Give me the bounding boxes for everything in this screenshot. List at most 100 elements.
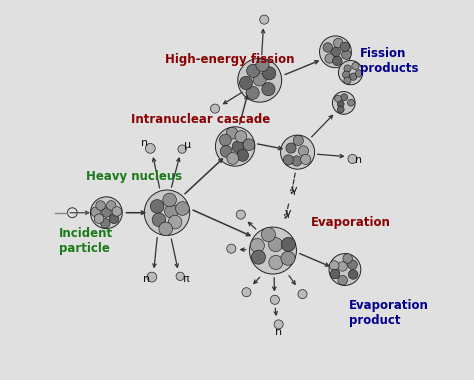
Circle shape [150, 200, 164, 213]
Circle shape [242, 288, 251, 297]
Circle shape [269, 255, 283, 269]
Circle shape [102, 208, 111, 217]
Circle shape [337, 106, 344, 113]
Circle shape [325, 54, 335, 63]
Text: Intranuclear cascade: Intranuclear cascade [131, 114, 270, 127]
Circle shape [348, 260, 357, 269]
Circle shape [94, 214, 104, 223]
Circle shape [256, 58, 269, 71]
Circle shape [344, 65, 351, 72]
Circle shape [109, 214, 119, 223]
Circle shape [235, 131, 247, 142]
Circle shape [281, 251, 295, 265]
Circle shape [338, 262, 347, 271]
Circle shape [249, 227, 296, 274]
Circle shape [338, 276, 347, 285]
Circle shape [91, 207, 100, 217]
Circle shape [260, 15, 269, 24]
Circle shape [164, 204, 178, 218]
Circle shape [163, 193, 176, 207]
Circle shape [252, 250, 265, 264]
Circle shape [344, 77, 351, 84]
Circle shape [91, 197, 122, 229]
Circle shape [168, 215, 182, 229]
Circle shape [146, 143, 155, 153]
Text: n: n [143, 274, 150, 284]
Circle shape [261, 228, 275, 242]
Circle shape [215, 127, 255, 166]
Circle shape [112, 207, 122, 216]
Circle shape [350, 73, 357, 80]
Circle shape [152, 213, 166, 226]
Circle shape [329, 253, 361, 285]
Circle shape [281, 135, 315, 169]
Text: γ: γ [291, 185, 297, 195]
Circle shape [159, 222, 173, 236]
Circle shape [333, 38, 343, 48]
Circle shape [96, 201, 105, 210]
Text: π: π [182, 274, 189, 284]
Circle shape [262, 82, 275, 96]
Circle shape [232, 141, 244, 153]
Circle shape [226, 127, 238, 139]
Text: γ: γ [285, 208, 292, 218]
Text: n: n [355, 155, 362, 165]
Circle shape [236, 210, 246, 219]
Text: Evaporation: Evaporation [311, 216, 391, 229]
Circle shape [263, 67, 276, 80]
Circle shape [332, 92, 355, 114]
Circle shape [331, 47, 340, 57]
Text: n: n [141, 138, 148, 148]
Circle shape [178, 145, 186, 153]
Circle shape [286, 143, 296, 153]
Circle shape [219, 134, 231, 146]
Circle shape [100, 218, 110, 228]
Circle shape [348, 270, 358, 279]
Circle shape [292, 156, 302, 166]
Circle shape [238, 58, 282, 102]
Text: Fission
products: Fission products [360, 47, 419, 75]
Circle shape [243, 139, 255, 150]
Circle shape [356, 70, 363, 77]
Circle shape [301, 154, 311, 165]
Circle shape [176, 202, 189, 215]
Circle shape [210, 104, 219, 113]
Circle shape [337, 101, 344, 108]
Circle shape [176, 272, 184, 280]
Circle shape [342, 50, 351, 59]
Circle shape [253, 73, 266, 86]
Circle shape [250, 238, 264, 252]
Circle shape [246, 86, 259, 100]
Circle shape [298, 290, 307, 299]
Circle shape [347, 99, 355, 106]
Circle shape [283, 155, 293, 165]
Text: Evaporation
product: Evaporation product [349, 299, 428, 327]
Circle shape [352, 62, 359, 70]
Circle shape [268, 238, 283, 252]
Circle shape [227, 152, 239, 164]
Circle shape [342, 71, 350, 78]
Circle shape [323, 43, 333, 52]
Circle shape [338, 60, 363, 85]
Circle shape [319, 36, 351, 68]
Text: High-energy fission: High-energy fission [165, 53, 294, 66]
Circle shape [282, 238, 295, 252]
Text: n: n [275, 327, 282, 337]
Circle shape [341, 94, 348, 101]
Circle shape [335, 95, 341, 102]
Circle shape [270, 295, 279, 304]
Circle shape [227, 244, 236, 253]
Circle shape [348, 154, 357, 163]
Circle shape [293, 135, 303, 146]
Circle shape [343, 254, 352, 263]
Circle shape [298, 146, 309, 156]
Circle shape [237, 149, 248, 161]
Circle shape [246, 64, 260, 78]
Circle shape [330, 269, 340, 279]
Circle shape [106, 201, 116, 210]
Circle shape [340, 42, 350, 52]
Text: μ: μ [184, 140, 191, 150]
Circle shape [333, 56, 342, 66]
Circle shape [329, 261, 339, 270]
Circle shape [239, 76, 253, 90]
